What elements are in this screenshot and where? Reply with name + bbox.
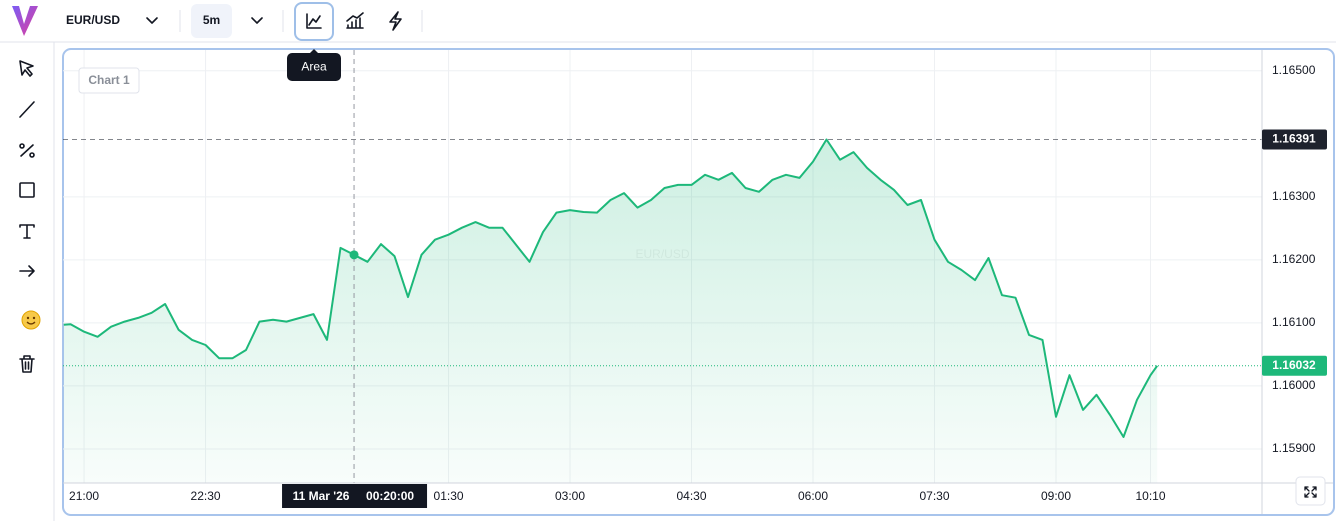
interval[interactable]: 5m <box>203 13 220 27</box>
y-tick-label: 1.16500 <box>1272 63 1316 77</box>
x-tick-label: 03:00 <box>555 489 585 503</box>
price-label-box <box>1262 129 1327 150</box>
rectangle-tool[interactable] <box>19 182 35 198</box>
y-tick-label: 1.15900 <box>1272 441 1316 455</box>
price-label: 1.16032 <box>1272 358 1316 372</box>
y-tick-label: 1.16000 <box>1272 378 1316 392</box>
symbol[interactable]: EUR/USD <box>66 13 120 27</box>
x-tick-label: 01:30 <box>434 489 464 503</box>
interval-button[interactable] <box>191 4 232 38</box>
plot: EUR/USD <box>63 50 1262 483</box>
y-tick-label: 1.16200 <box>1272 252 1316 266</box>
crosshair-label-box <box>282 484 428 508</box>
chart-title: Chart 1 <box>88 73 130 87</box>
percent-tool[interactable] <box>19 143 35 158</box>
x-tick-label: 21:00 <box>69 489 99 503</box>
chart-title-box <box>78 67 140 94</box>
crosshair-date: 11 Mar '26 <box>293 489 350 503</box>
interval-chevron[interactable] <box>251 17 263 24</box>
x-tick-label: 07:30 <box>919 489 949 503</box>
text-tool[interactable] <box>19 224 35 239</box>
symbol-chevron[interactable] <box>146 17 158 24</box>
arrow-tool[interactable] <box>19 265 35 277</box>
x-tick-label: 09:00 <box>1041 489 1071 503</box>
area-fill <box>63 139 1158 483</box>
logo[interactable] <box>12 6 38 36</box>
delete-tool[interactable] <box>19 355 35 373</box>
area-icon[interactable] <box>306 13 322 29</box>
alerts-icon[interactable] <box>389 11 402 31</box>
tooltip-text: Area <box>301 60 327 74</box>
x-tick-label: 10:10 <box>1135 489 1165 503</box>
crosshair-marker <box>349 250 359 260</box>
y-tick-label: 1.16100 <box>1272 315 1316 329</box>
price-label: 1.16391 <box>1272 132 1316 146</box>
y-tick-label: 1.16300 <box>1272 189 1316 203</box>
fullscreen-button[interactable] <box>1295 476 1326 506</box>
x-tick-label: 04:30 <box>677 489 707 503</box>
area-button[interactable] <box>294 2 334 41</box>
left-toolbar <box>19 42 55 521</box>
emoji-tool[interactable] <box>21 310 41 330</box>
line-tool[interactable] <box>19 101 35 118</box>
cursor-tool[interactable] <box>19 60 34 77</box>
x-tick-label: 06:00 <box>798 489 828 503</box>
tooltip: Area <box>287 49 341 81</box>
top-toolbar: EUR/USD 5m <box>0 2 1336 43</box>
area-line <box>63 138 1159 438</box>
indicators-icon[interactable] <box>346 12 364 29</box>
crosshair-time: 00:20:00 <box>366 489 414 503</box>
x-tick-label: 22:30 <box>191 489 221 503</box>
price-label-box <box>1262 355 1327 376</box>
